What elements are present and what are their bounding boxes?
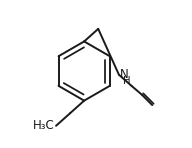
Text: H: H — [123, 76, 130, 86]
Text: N: N — [120, 68, 129, 81]
Text: H₃C: H₃C — [33, 119, 55, 132]
